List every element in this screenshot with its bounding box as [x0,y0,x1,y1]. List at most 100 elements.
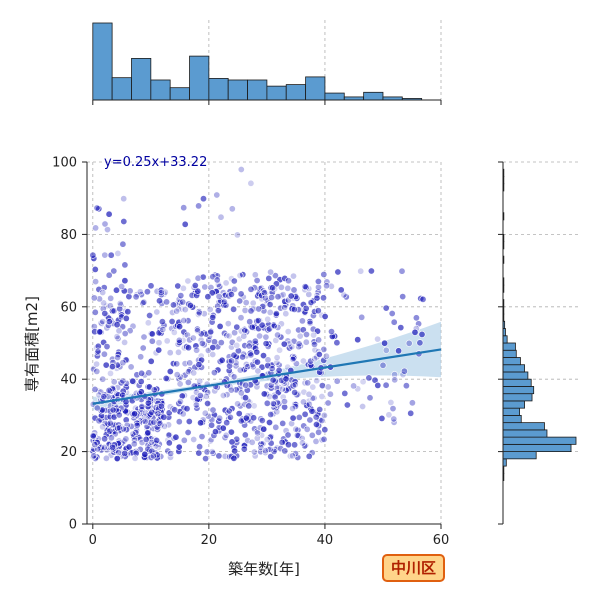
scatter-point [100,350,108,358]
scatter-point [237,166,245,174]
scatter-point [175,339,183,347]
scatter-point [213,276,221,284]
scatter-point [261,294,269,302]
scatter-point [185,368,193,376]
scatter-point [119,391,127,399]
scatter-point [312,437,320,445]
scatter-point [217,213,225,221]
scatter-point [233,323,241,331]
scatter-point [180,204,188,212]
scatter-point [278,438,286,446]
scatter-point [181,220,189,228]
scatter-point [416,339,424,347]
scatter-point [228,205,236,213]
scatter-point [308,431,316,439]
scatter-point [228,438,236,446]
scatter-point [242,394,250,402]
scatter-point [288,452,296,460]
scatter-point [242,381,250,389]
scatter-point [269,376,277,384]
scatter-point [274,331,282,339]
scatter-point [382,346,390,354]
scatter-point [263,435,271,443]
scatter-point [315,336,323,344]
scatter-point [121,277,129,285]
scatter-point [237,314,245,322]
scatter-point [173,371,181,379]
y-histogram-bar [502,443,572,452]
scatter-point [273,398,281,406]
scatter-point [260,289,268,297]
scatter-point [201,283,209,291]
scatter-point [99,423,107,431]
scatter-point [258,416,266,424]
y-histogram-bar [502,436,577,445]
scatter-point [106,419,114,427]
scatter-point [163,337,171,345]
scatter-point [133,419,141,427]
scatter-point [91,308,99,316]
scatter-point [212,428,220,436]
scatter-point [99,288,107,296]
scatter-point [292,425,300,433]
scatter-point [101,309,109,317]
y-histogram-bar [502,386,535,395]
scatter-point [193,346,201,354]
scatter-point [354,336,362,344]
district-badge-label: 中川区 [391,559,436,577]
x-marginal-histogram [92,20,442,105]
scatter-point [271,272,279,280]
scatter-point [113,286,121,294]
scatter-point [105,271,113,279]
y-histogram-bar [502,371,529,380]
scatter-point [178,392,186,400]
scatter-point [315,350,323,358]
scatter-point [138,369,146,377]
scatter-point [230,373,238,381]
scatter-point [305,290,313,298]
scatter-point [126,287,134,295]
scatter-point [190,435,198,443]
scatter-point [266,300,274,308]
scatter-point [142,435,150,443]
scatter-point [179,284,187,292]
scatter-point [208,448,216,456]
scatter-point [301,379,309,387]
scatter-point [200,195,208,203]
scatter-point [185,344,193,352]
scatter-point [209,343,217,351]
scatter-point [291,381,299,389]
scatter-point [243,363,251,371]
scatter-point [216,414,224,422]
scatter-point [412,314,420,322]
scatter-point [202,392,210,400]
scatter-point [350,382,358,390]
scatter-point [148,408,156,416]
scatter-point [115,424,123,432]
scatter-point [165,431,173,439]
scatter-point [175,348,183,356]
scatter-point [251,271,259,279]
scatter-point [219,391,227,399]
scatter-point [324,399,332,407]
scatter-point [196,391,204,399]
scatter-point [216,322,224,330]
scatter-point [289,382,297,390]
scatter-point [295,340,303,348]
scatter-point [301,410,309,418]
scatter-point [121,330,129,338]
x-histogram-bar [131,58,152,101]
scatter-point [213,191,221,199]
scatter-point [228,357,236,365]
scatter-point [295,343,303,351]
x-histogram-bar [169,87,190,101]
y-histogram-bar [502,451,537,460]
scatter-point [289,272,297,280]
scatter-point [153,308,161,316]
scatter-point [228,405,236,413]
scatter-point [153,436,161,444]
scatter-point [248,323,256,331]
scatter-point [278,385,286,393]
scatter-point [184,428,192,436]
scatter-point [402,382,410,390]
